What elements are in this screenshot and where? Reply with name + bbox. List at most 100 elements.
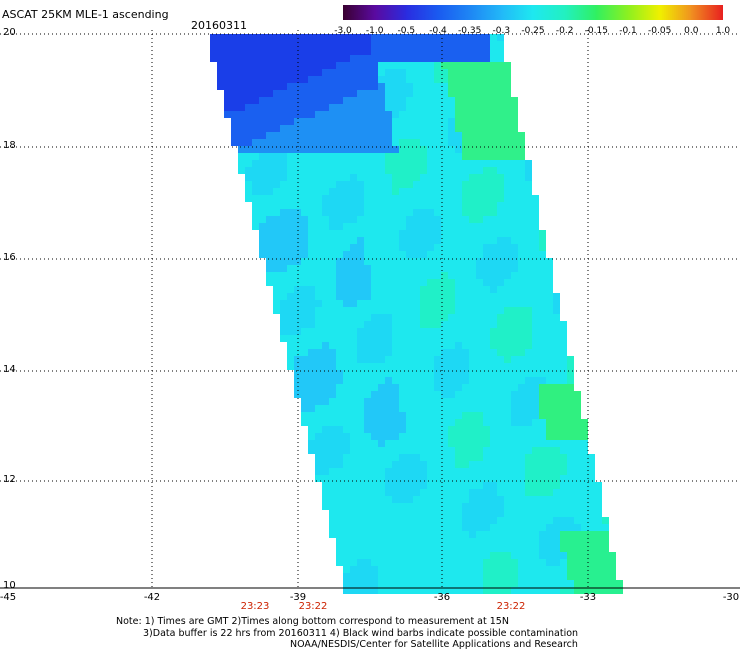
swath-cell — [308, 244, 315, 251]
swath-cell — [287, 356, 294, 363]
swath-cell — [483, 412, 490, 419]
swath-cell — [497, 146, 504, 153]
swath-cell — [252, 195, 259, 202]
swath-cell — [413, 412, 420, 419]
swath-cell — [364, 55, 371, 62]
swath-cell — [385, 111, 392, 118]
swath-cell — [511, 566, 518, 573]
swath-cell — [350, 90, 357, 97]
swath-cell — [364, 419, 371, 426]
swath-cell — [413, 279, 420, 286]
swath-cell — [378, 153, 385, 160]
swath-cell — [301, 125, 308, 132]
swath-cell — [462, 237, 469, 244]
swath-cell — [448, 587, 455, 594]
swath-cell — [406, 230, 413, 237]
swath-cell — [371, 104, 378, 111]
swath-cell — [497, 279, 504, 286]
swath-cell — [273, 272, 280, 279]
swath-cell — [406, 202, 413, 209]
swath-cell — [315, 300, 322, 307]
swath-cell — [378, 90, 385, 97]
swath-cell — [413, 559, 420, 566]
swath-cell — [532, 286, 539, 293]
swath-cell — [231, 111, 238, 118]
swath-cell — [329, 153, 336, 160]
swath-cell — [406, 482, 413, 489]
swath-cell — [336, 356, 343, 363]
swath-cell — [539, 272, 546, 279]
swath-cell — [392, 293, 399, 300]
swath-cell — [441, 118, 448, 125]
swath-cell — [329, 216, 336, 223]
swath-cell — [420, 307, 427, 314]
swath-cell — [343, 545, 350, 552]
swath-cell — [343, 384, 350, 391]
swath-cell — [567, 370, 574, 377]
swath-cell — [378, 489, 385, 496]
swath-cell — [308, 48, 315, 55]
swath-cell — [322, 251, 329, 258]
swath-cell — [532, 342, 539, 349]
swath-cell — [483, 34, 490, 41]
swath-cell — [343, 160, 350, 167]
swath-cell — [385, 503, 392, 510]
swath-cell — [399, 34, 406, 41]
swath-cell — [329, 426, 336, 433]
swath-cell — [455, 34, 462, 41]
colorbar-label: -0.35 — [458, 26, 482, 36]
swath-cell — [301, 223, 308, 230]
swath-cell — [322, 83, 329, 90]
swath-cell — [343, 524, 350, 531]
swath-cell — [413, 111, 420, 118]
swath-cell — [483, 251, 490, 258]
swath-cell — [455, 335, 462, 342]
swath-cell — [413, 69, 420, 76]
swath-cell — [490, 349, 497, 356]
swath-cell — [322, 314, 329, 321]
swath-cell — [364, 251, 371, 258]
swath-cell — [322, 454, 329, 461]
swath-cell — [532, 356, 539, 363]
swath-cell — [252, 167, 259, 174]
swath-cell — [455, 209, 462, 216]
swath-cell — [364, 510, 371, 517]
swath-cell — [420, 482, 427, 489]
swath-cell — [336, 216, 343, 223]
swath-cell — [350, 482, 357, 489]
swath-cell — [581, 468, 588, 475]
swath-cell — [308, 286, 315, 293]
swath-cell — [511, 153, 518, 160]
swath-cell — [399, 587, 406, 594]
swath-cell — [434, 342, 441, 349]
swath-cell — [525, 440, 532, 447]
swath-cell — [532, 545, 539, 552]
swath-cell — [259, 230, 266, 237]
swath-cell — [294, 90, 301, 97]
swath-cell — [441, 440, 448, 447]
swath-cell — [399, 237, 406, 244]
swath-cell — [245, 83, 252, 90]
swath-cell — [294, 118, 301, 125]
lon-label-30: -30 — [722, 592, 740, 603]
swath-cell — [497, 230, 504, 237]
swath-cell — [511, 202, 518, 209]
swath-cell — [462, 300, 469, 307]
swath-cell — [392, 244, 399, 251]
swath-cell — [420, 426, 427, 433]
swath-cell — [399, 384, 406, 391]
swath-cell — [595, 573, 602, 580]
swath-cell — [266, 118, 273, 125]
swath-cell — [483, 160, 490, 167]
swath-cell — [469, 293, 476, 300]
swath-cell — [476, 237, 483, 244]
swath-cell — [217, 55, 224, 62]
swath-cell — [378, 216, 385, 223]
swath-cell — [392, 160, 399, 167]
swath-cell — [308, 265, 315, 272]
swath-cell — [504, 552, 511, 559]
swath-cell — [427, 447, 434, 454]
swath-cell — [462, 160, 469, 167]
swath-cell — [441, 566, 448, 573]
swath-cell — [280, 188, 287, 195]
